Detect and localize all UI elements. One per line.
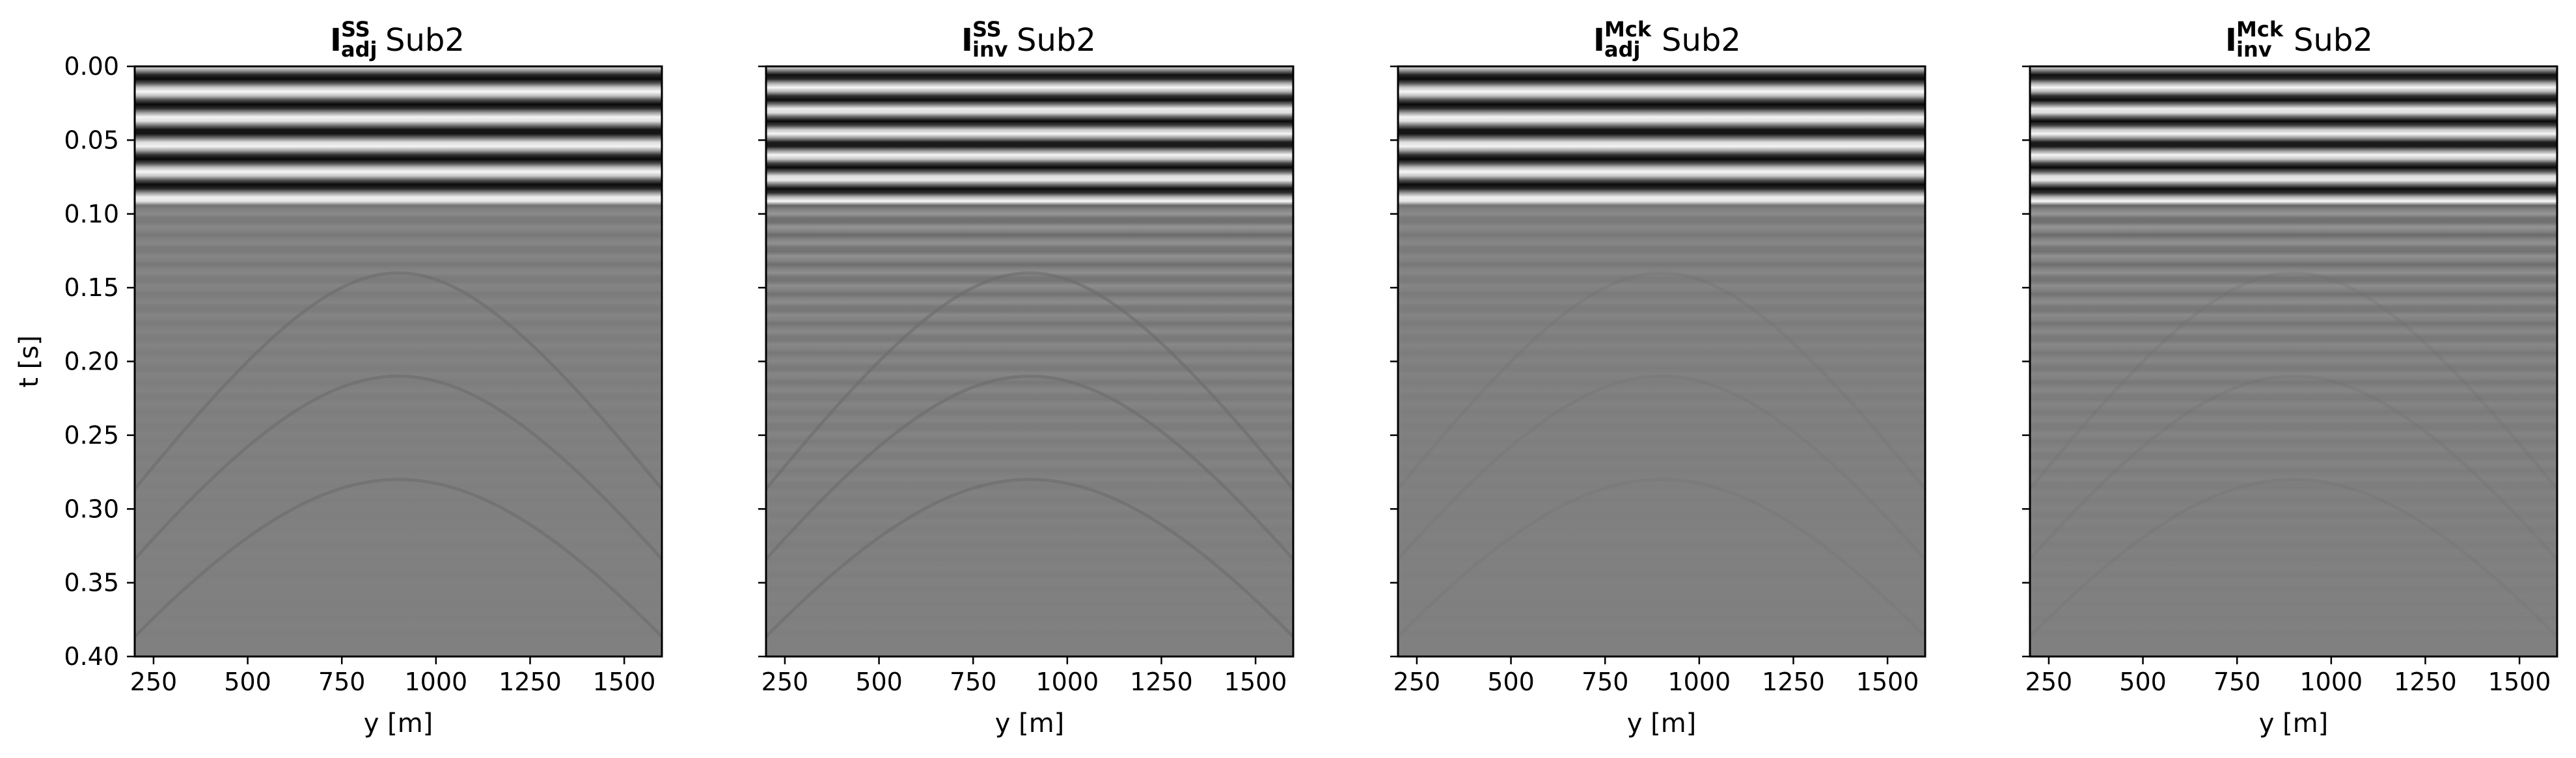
x-tick-label: 1000 <box>1035 668 1099 696</box>
x-tick-label: 1500 <box>1856 668 1919 696</box>
y-tick-label: 0.20 <box>64 347 119 376</box>
x-tick-label: 500 <box>855 668 903 696</box>
title-base: I <box>961 22 973 59</box>
seismic-image <box>135 66 662 656</box>
title-superscript: SS <box>972 17 1002 42</box>
diffraction-streaks <box>135 271 662 638</box>
x-tick-label: 1250 <box>2394 668 2457 696</box>
x-axis-label: y [m] <box>2259 709 2329 738</box>
title-base: I <box>2225 22 2237 59</box>
y-tick-label: 0.05 <box>64 126 119 154</box>
x-axis-label: y [m] <box>364 709 433 738</box>
title-subscript: inv <box>972 37 1008 62</box>
chart-panel-1: 250 500 750 1000 1250 1500 0.00 0.05 0.10 0.15 0.2… <box>14 17 663 738</box>
diffraction-streaks <box>1398 271 1925 638</box>
y-tick-label: 0.10 <box>64 200 119 228</box>
x-tick-label: 1000 <box>2299 668 2363 696</box>
y-axis-label: t [s] <box>14 335 44 387</box>
x-tick-label: 250 <box>761 668 809 696</box>
x-tick-label: 750 <box>2213 668 2261 696</box>
x-tick-label: 250 <box>130 668 178 696</box>
x-axis-label: y [m] <box>1627 709 1697 738</box>
x-tick-label: 1250 <box>1762 668 1825 696</box>
x-tick-label: 1000 <box>404 668 467 696</box>
x-tick-label: 750 <box>1582 668 1629 696</box>
title-superscript: SS <box>341 17 370 42</box>
title-text: Sub2 <box>2294 22 2373 59</box>
title-text: Sub2 <box>385 22 465 59</box>
title-subscript: inv <box>2236 37 2272 62</box>
title-subscript: adj <box>341 37 377 62</box>
x-tick-label: 1000 <box>1667 668 1731 696</box>
seismic-image <box>766 66 1293 656</box>
title-subscript: adj <box>1604 37 1640 62</box>
x-tick-label: 1500 <box>2488 668 2551 696</box>
x-tick-label: 500 <box>2119 668 2167 696</box>
x-tick-label: 250 <box>1393 668 1441 696</box>
y-tick-label: 0.00 <box>64 52 119 81</box>
y-tick-label: 0.35 <box>64 569 119 597</box>
title-superscript: Mck <box>2236 17 2284 42</box>
x-tick-label: 500 <box>224 668 271 696</box>
x-tick-label: 1500 <box>1224 668 1287 696</box>
seismic-image <box>2030 66 2557 656</box>
y-tick-label: 0.40 <box>64 642 119 671</box>
diffraction-streaks <box>766 271 1293 638</box>
x-tick-label: 750 <box>950 668 997 696</box>
y-tick-label: 0.25 <box>64 421 119 450</box>
x-tick-label: 1250 <box>499 668 562 696</box>
x-tick-label: 1500 <box>593 668 656 696</box>
x-tick-label: 250 <box>2025 668 2073 696</box>
x-tick-label: 1250 <box>1130 668 1193 696</box>
diffraction-streaks <box>2030 271 2557 638</box>
y-tick-label: 0.30 <box>64 494 119 523</box>
title-text: Sub2 <box>1662 22 1741 59</box>
title-superscript: Mck <box>1604 17 1652 42</box>
x-tick-label: 500 <box>1487 668 1535 696</box>
x-tick-label: 750 <box>318 668 366 696</box>
title-base: I <box>330 22 342 59</box>
seismic-image <box>1398 66 1925 656</box>
x-axis-label: y [m] <box>995 709 1065 738</box>
title-base: I <box>1593 22 1605 59</box>
y-tick-label: 0.15 <box>64 273 119 302</box>
title-text: Sub2 <box>1017 22 1096 59</box>
